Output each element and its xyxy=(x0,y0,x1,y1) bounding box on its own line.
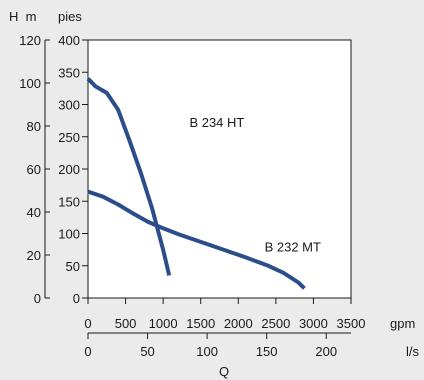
x-axis-gpm-ticks: 0 500 1000 1500 2000 2500 3000 3500 xyxy=(84,298,365,331)
y-m-tick-label: 0 xyxy=(34,291,41,306)
series-line-b-232-mt xyxy=(87,189,306,290)
series-label-b-234-ht: B 234 HT xyxy=(189,115,244,130)
x-gpm-tick-label: 0 xyxy=(84,316,91,331)
header-h-m: H m xyxy=(9,9,36,24)
x-ls-tick-label: 50 xyxy=(140,344,154,359)
y-ft-tick-label: 0 xyxy=(73,291,80,306)
series-layer xyxy=(86,77,306,290)
header-pies: pies xyxy=(58,9,82,24)
x-gpm-tick-label: 2000 xyxy=(224,316,253,331)
plot-area xyxy=(87,39,352,299)
y-ft-tick-label: 100 xyxy=(58,227,80,242)
x-gpm-tick-label: 500 xyxy=(115,316,137,331)
series-label-b-232-mt: B 232 MT xyxy=(265,240,321,255)
x-gpm-tick-label: 3500 xyxy=(337,316,366,331)
y-ft-tick-label: 200 xyxy=(58,162,80,177)
y-m-tick-label: 120 xyxy=(19,33,41,48)
y-m-tick-label: 100 xyxy=(19,76,41,91)
x-ls-tick-label: 0 xyxy=(84,344,91,359)
x-axis-ls-ticks: 0 50 100 150 200 xyxy=(84,333,337,359)
y-axis-ft-ticks: 0 50 100 150 200 250 300 350 400 xyxy=(58,33,88,306)
x-ls-tick-label: 200 xyxy=(315,344,337,359)
y-m-tick-label: 20 xyxy=(27,248,41,263)
y-ft-tick-label: 350 xyxy=(58,65,80,80)
y-ft-tick-label: 300 xyxy=(58,98,80,113)
x-gpm-tick-label: 3000 xyxy=(299,316,328,331)
x-ls-tick-label: 100 xyxy=(196,344,218,359)
x-gpm-tick-label: 1000 xyxy=(149,316,178,331)
y-ft-tick-label: 400 xyxy=(58,33,80,48)
series-line-b-234-ht xyxy=(86,77,172,276)
y-m-tick-label: 40 xyxy=(27,205,41,220)
x-gpm-tick-label: 1500 xyxy=(186,316,215,331)
x-axis-title: Q xyxy=(219,364,229,379)
y-ft-tick-label: 150 xyxy=(58,194,80,209)
x-gpm-tick-label: 2500 xyxy=(261,316,290,331)
x-ls-tick-label: 150 xyxy=(256,344,278,359)
y-ft-tick-label: 250 xyxy=(58,130,80,145)
annotation-layer: B 234 HT B 232 MT xyxy=(189,115,321,254)
y-axis-m-ticks: 0 20 40 60 80 100 120 xyxy=(19,33,50,306)
x-axis-ls-unit: l/s xyxy=(406,344,420,359)
y-m-tick-label: 80 xyxy=(27,119,41,134)
y-m-tick-label: 60 xyxy=(27,162,41,177)
x-axis-gpm-unit: gpm xyxy=(390,316,415,331)
y-ft-tick-label: 50 xyxy=(66,259,80,274)
